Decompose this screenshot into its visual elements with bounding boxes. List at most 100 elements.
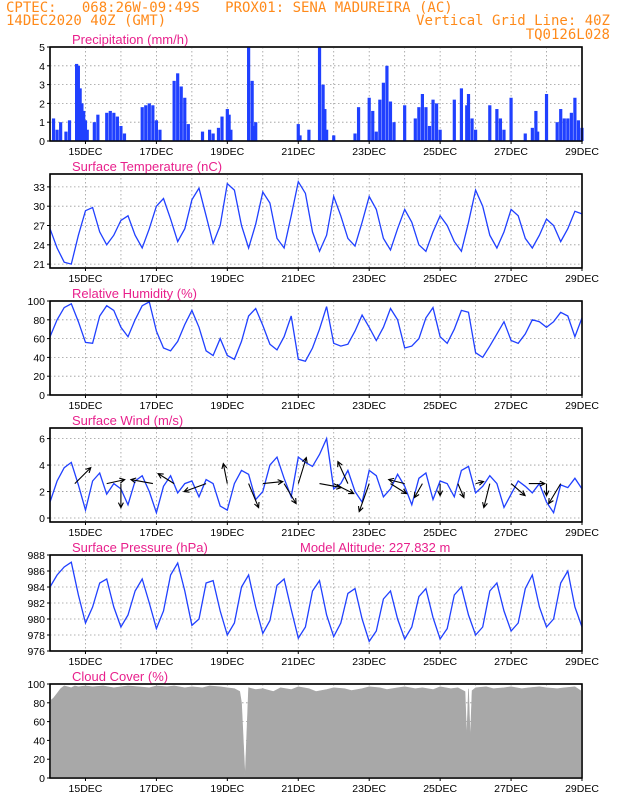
pressure-ytick-label-0: 976 [27, 646, 45, 658]
wind-arrow-8 [262, 479, 285, 486]
precipitation-bar-32 [208, 129, 212, 141]
precipitation-bar-25 [158, 129, 162, 141]
cloud-ytick-label-5: 100 [27, 679, 45, 691]
cloud-ytick-label-3: 60 [33, 717, 45, 729]
precipitation-bar-29 [183, 97, 187, 141]
precipitation-bar-89 [566, 118, 570, 141]
precipitation-bar-19 [122, 133, 127, 141]
wind-frame-top [49, 427, 583, 523]
cloud-xtick-label-4: 23DEC [352, 783, 386, 795]
wind-series-line [49, 436, 583, 515]
temperature-ytick-label-1: 24 [33, 240, 45, 252]
temperature-xtick-label-6: 27DEC [494, 273, 528, 285]
wind-arrow-20 [475, 479, 485, 486]
wind-arrow-17 [413, 483, 423, 499]
precipitation-bar-77 [495, 109, 499, 141]
precipitation-bar-33 [211, 133, 215, 141]
precipitation-bar-47 [321, 84, 325, 141]
cloud-area [49, 685, 583, 779]
precipitation-bar-76 [488, 105, 492, 141]
precipitation-bar-81 [523, 133, 527, 141]
precipitation-bar-92 [576, 120, 581, 141]
temperature-xtick-label-5: 25DEC [423, 273, 457, 285]
precipitation-bar-34 [216, 127, 221, 141]
temperature-xtick-label-3: 21DEC [281, 273, 315, 285]
precipitation-bar-69 [438, 129, 442, 141]
precipitation-bar-39 [247, 47, 251, 141]
header-model-id: TQ0126L028 [525, 27, 610, 43]
precipitation-bar-91 [573, 97, 577, 141]
precipitation-xtick-label-4: 23DEC [352, 146, 386, 158]
humidity-ytick-label-5: 100 [27, 296, 45, 308]
wind-arrow-6 [221, 462, 228, 484]
wind-arrow-25 [548, 483, 562, 505]
precipitation-bar-17 [115, 116, 119, 141]
pressure-xtick-label-0: 15DEC [69, 656, 103, 668]
precipitation-bar-62 [413, 118, 417, 141]
precipitation-xtick-label-7: 29DEC [565, 146, 599, 158]
precipitation-bar-1 [55, 129, 59, 141]
precipitation-bar-66 [427, 125, 432, 141]
precipitation-bar-22 [147, 103, 151, 141]
humidity-ytick-label-4: 80 [33, 315, 45, 327]
precipitation-bar-10 [83, 120, 88, 141]
wind-arrow-3 [129, 477, 153, 485]
precipitation-bar-58 [385, 65, 389, 141]
wind-arrow-13 [337, 460, 349, 484]
temperature-ytick-label-4: 33 [33, 182, 45, 194]
precipitation-bar-59 [388, 101, 393, 141]
wind-ytick-label-1: 2 [39, 487, 45, 499]
precipitation-bar-68 [434, 103, 439, 141]
wind-arrow-2 [117, 483, 124, 509]
temperature-xtick-label-4: 23DEC [352, 273, 386, 285]
wind-xtick-label-5: 25DEC [423, 527, 457, 539]
precipitation-bar-71 [459, 88, 464, 141]
precipitation-bar-57 [381, 82, 385, 141]
precipitation-bar-50 [332, 135, 336, 141]
precipitation-bar-36 [225, 109, 229, 141]
precipitation-bar-86 [555, 122, 559, 141]
cloud-xtick-label-7: 29DEC [565, 783, 599, 795]
precipitation-bar-11 [85, 129, 89, 141]
pressure-ytick-label-2: 980 [27, 614, 45, 626]
precipitation-bar-49 [325, 129, 329, 141]
humidity-xtick-label-7: 29DEC [565, 400, 599, 412]
humidity-ytick-label-3: 60 [33, 334, 45, 346]
precipitation-bar-80 [509, 97, 513, 141]
precipitation-xtick-label-2: 19DEC [210, 146, 244, 158]
wind-xtick-label-1: 17DEC [139, 527, 173, 539]
temperature-ytick-label-0: 21 [33, 259, 45, 271]
precipitation-frame-top [49, 46, 583, 142]
precipitation-bar-54 [371, 110, 375, 141]
wind-arrow-12 [333, 483, 355, 495]
wind-arrow-22 [510, 483, 527, 497]
precipitation-bar-35 [220, 116, 224, 141]
wind-xtick-label-6: 27DEC [494, 527, 528, 539]
precipitation-frame [49, 46, 583, 142]
precipitation-bar-88 [562, 118, 566, 141]
precipitation-bar-6 [76, 65, 80, 141]
pressure-xtick-label-7: 29DEC [565, 656, 599, 668]
wind-arrow-15 [390, 483, 408, 495]
precipitation-bar-44 [298, 135, 302, 141]
precipitation-bar-46 [317, 47, 322, 141]
wind-arrow-19 [457, 483, 465, 499]
precipitation-bar-87 [559, 109, 563, 141]
precipitation-ytick-label-3: 3 [39, 80, 45, 92]
precipitation-bar-16 [112, 112, 116, 141]
pressure-xtick-label-2: 19DEC [210, 656, 244, 668]
cloud-ytick-label-4: 80 [33, 698, 45, 710]
cloud-xtick-label-6: 27DEC [494, 783, 528, 795]
precipitation-bar-21 [144, 105, 148, 141]
humidity-ytick-label-2: 40 [33, 352, 45, 364]
wind-arrow-5 [182, 483, 207, 493]
precipitation-bar-23 [151, 105, 155, 141]
humidity-xtick-label-5: 25DEC [423, 400, 457, 412]
precipitation-bar-52 [356, 107, 361, 141]
humidity-xtick-label-2: 19DEC [210, 400, 244, 412]
precipitation-bar-67 [431, 99, 435, 141]
precipitation-xtick-label-6: 27DEC [494, 146, 528, 158]
wind-arrow-21 [482, 483, 491, 509]
pressure-xtick-label-5: 25DEC [423, 656, 457, 668]
precipitation-bar-82 [530, 127, 534, 141]
